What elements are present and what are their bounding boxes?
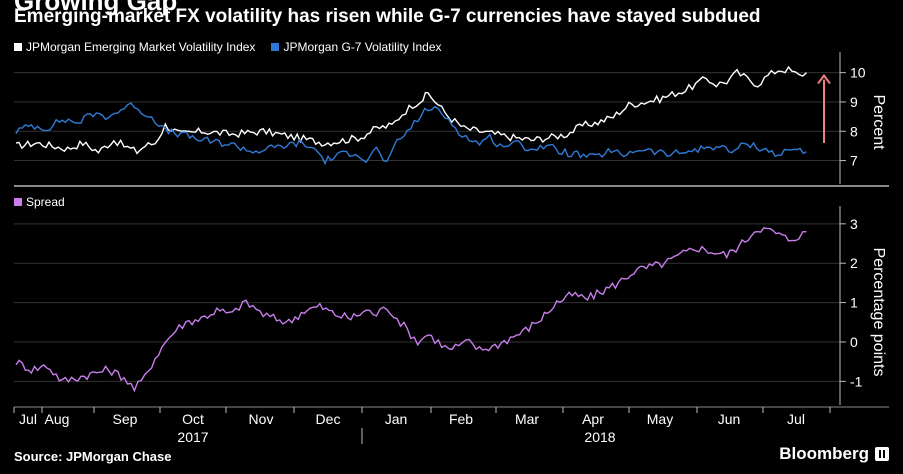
y-tick-label: 10 [850, 65, 866, 81]
y-tick-label: 2 [850, 255, 858, 271]
bottom-y-ticks: -1 0 1 2 3 [839, 206, 863, 405]
legend-item-spread: Spread [14, 195, 65, 209]
series-line-spread [15, 227, 807, 393]
top-y-ticks: 7 8 9 10 [839, 52, 866, 184]
y-tick-label: 0 [850, 334, 858, 350]
x-tick-label: Dec [316, 411, 341, 427]
bottom-y-axis-title: Percentage points [870, 248, 887, 377]
top-grid [14, 72, 840, 162]
x-tick-label: Nov [249, 411, 274, 427]
x-tick-label: Sep [113, 411, 138, 427]
y-tick-label: 9 [850, 94, 858, 110]
y-tick-label: 1 [850, 295, 858, 311]
x-tick-label: May [647, 411, 673, 427]
y-tick-label: 3 [850, 216, 858, 232]
arrow-head [817, 73, 831, 85]
top-legend: JPMorgan Emerging Market Volatility Inde… [14, 40, 452, 54]
top-y-axis-title: Percent [870, 94, 887, 150]
bottom-series [15, 227, 807, 393]
x-tick-label: Apr [582, 411, 604, 427]
bloomberg-icon [875, 447, 889, 461]
bottom-legend: Spread [14, 195, 75, 209]
year-label-2018: 2018 [584, 429, 615, 445]
y-tick-label: 7 [850, 153, 858, 169]
legend-label-em: JPMorgan Emerging Market Volatility Inde… [26, 40, 256, 54]
x-tick-label: Jul [787, 411, 805, 427]
bottom-grid [14, 223, 840, 382]
series-line-g7 [15, 102, 807, 166]
legend-label-spread: Spread [26, 195, 65, 209]
brand-logo: Bloomberg [779, 444, 889, 464]
upward-arrow [817, 73, 831, 143]
x-tick-label: Jul [19, 411, 37, 427]
top-series [15, 65, 807, 166]
legend-item-em: JPMorgan Emerging Market Volatility Inde… [14, 40, 255, 54]
legend-swatch-em [14, 43, 22, 51]
x-labels: Jul Aug Sep Oct Nov Dec Jan Feb Mar Apr May Jun Jul [19, 411, 805, 427]
series-line-em [15, 65, 807, 155]
year-label-2017: 2017 [177, 429, 208, 445]
source-note: Source: JPMorgan Chase [14, 449, 172, 464]
x-ticks [13, 407, 831, 444]
legend-item-g7: JPMorgan G-7 Volatility Index [271, 40, 442, 54]
brand-name: Bloomberg [779, 444, 869, 463]
legend-swatch-g7 [271, 43, 280, 51]
legend-label-g7: JPMorgan G-7 Volatility Index [283, 40, 442, 54]
y-tick-label: 8 [850, 123, 858, 139]
year-labels: 2017 2018 [177, 429, 615, 445]
x-tick-label: Aug [45, 411, 70, 427]
x-tick-label: Mar [515, 411, 539, 427]
x-tick-label: Feb [449, 411, 473, 427]
chart-subtitle: Emerging-market FX volatility has risen … [14, 6, 761, 27]
clipped-title: Growing Gap [14, 0, 178, 16]
x-tick-label: Jan [385, 411, 408, 427]
legend-swatch-spread [14, 198, 22, 206]
y-tick-label: -1 [850, 373, 863, 389]
x-tick-label: Oct [182, 411, 204, 427]
x-tick-label: Jun [718, 411, 741, 427]
